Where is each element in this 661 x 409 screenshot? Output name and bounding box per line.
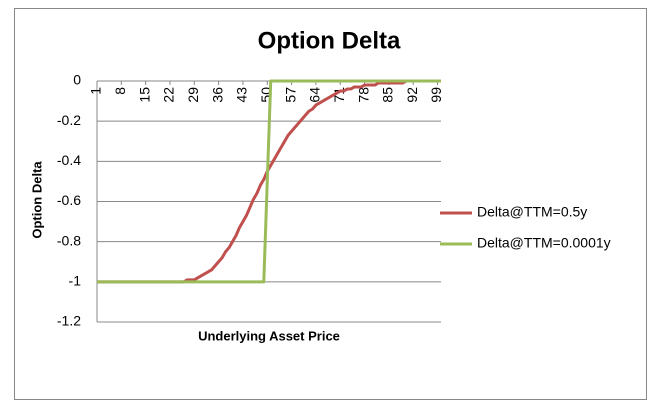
y-tick-label: -0.8 <box>57 232 81 248</box>
x-tick-label: 92 <box>404 87 420 103</box>
y-tick-label: -0.4 <box>57 152 81 168</box>
x-tick-label: 15 <box>136 87 152 103</box>
y-tick-label: -0.2 <box>57 112 81 128</box>
x-tick-label: 64 <box>307 87 323 103</box>
chart-border <box>14 8 647 400</box>
x-tick-label: 85 <box>380 87 396 103</box>
y-tick-label: -0.6 <box>57 192 81 208</box>
x-tick-label: 29 <box>185 87 201 103</box>
y-tick-label: 0 <box>73 72 81 88</box>
y-tick-label: -1 <box>69 273 82 289</box>
x-axis-title: Underlying Asset Price <box>198 328 340 343</box>
x-tick-label: 57 <box>282 87 298 103</box>
chart-title: Option Delta <box>258 27 401 54</box>
y-tick-label: -1.2 <box>57 313 81 329</box>
legend-label: Delta@TTM=0.0001y <box>477 235 611 251</box>
series-line <box>97 79 441 284</box>
legend-label: Delta@TTM=0.5y <box>477 204 587 220</box>
y-axis-title: Option Delta <box>29 161 44 239</box>
x-tick-label: 99 <box>428 87 444 103</box>
x-tick-label: 43 <box>234 87 250 103</box>
x-tick-label: 36 <box>209 87 225 103</box>
x-tick-label: 22 <box>161 87 177 103</box>
x-tick-label: 78 <box>355 87 371 103</box>
x-tick-label: 1 <box>88 87 104 95</box>
x-tick-label: 8 <box>112 87 128 95</box>
